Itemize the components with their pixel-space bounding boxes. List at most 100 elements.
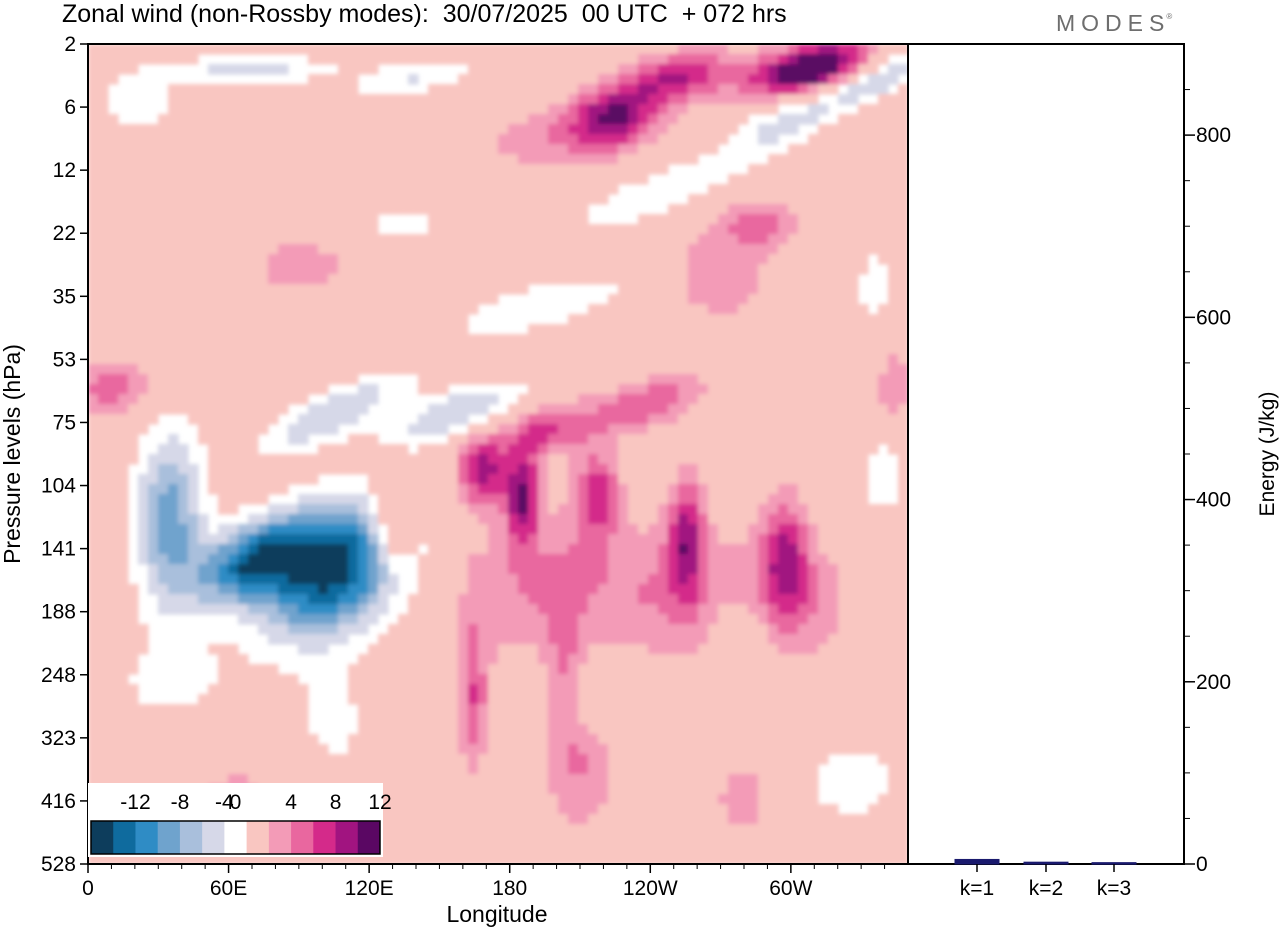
field-cell [468, 124, 479, 135]
field-cell [378, 444, 389, 455]
field-cell [768, 334, 779, 345]
field-cell [158, 234, 169, 245]
field-cell [878, 144, 889, 155]
field-cell [348, 224, 359, 235]
field-cell [648, 464, 659, 475]
field-cell [638, 574, 649, 585]
field-cell [88, 694, 99, 705]
field-cell [448, 704, 459, 715]
field-cell [808, 114, 819, 125]
field-cell [288, 44, 299, 55]
field-cell [778, 664, 789, 675]
field-cell [748, 454, 759, 465]
field-cell [898, 474, 908, 485]
field-cell [848, 74, 859, 85]
field-cell [478, 234, 489, 245]
field-cell [668, 614, 679, 625]
field-cell [178, 484, 189, 495]
field-cell [448, 524, 459, 535]
field-cell [138, 214, 149, 225]
field-cell [868, 664, 879, 675]
field-cell [548, 434, 559, 445]
field-cell [458, 134, 469, 145]
field-cell [138, 134, 149, 145]
field-cell [588, 654, 599, 665]
field-cell [388, 484, 399, 495]
field-cell [278, 204, 289, 215]
field-cell [248, 294, 259, 305]
field-cell [598, 524, 609, 535]
field-cell [248, 604, 259, 615]
field-cell [108, 364, 119, 375]
field-cell [248, 274, 259, 285]
field-cell [428, 54, 439, 65]
field-cell [438, 304, 449, 315]
field-cell [638, 424, 649, 435]
field-cell [818, 224, 829, 235]
field-cell [88, 304, 99, 315]
field-cell [338, 154, 349, 165]
field-cell [368, 154, 379, 165]
field-cell [778, 554, 789, 565]
field-cell [608, 414, 619, 425]
field-cell [178, 544, 189, 555]
field-cell [848, 234, 859, 245]
field-cell [138, 484, 149, 495]
field-cell [328, 534, 339, 545]
field-cell [278, 344, 289, 355]
field-cell [558, 274, 569, 285]
field-cell [588, 704, 599, 715]
field-cell [538, 214, 549, 225]
field-cell [828, 44, 839, 55]
field-cell [388, 714, 399, 725]
field-cell [748, 434, 759, 445]
field-cell [698, 254, 709, 265]
field-cell [298, 324, 309, 335]
field-cell [368, 134, 379, 145]
field-cell [368, 104, 379, 115]
field-cell [798, 354, 809, 365]
field-cell [388, 154, 399, 165]
field-cell [648, 304, 659, 315]
field-cell [868, 344, 879, 355]
field-cell [118, 464, 129, 475]
field-cell [768, 354, 779, 365]
field-cell [248, 694, 259, 705]
field-cell [788, 494, 799, 505]
field-cell [528, 214, 539, 225]
field-cell [398, 344, 409, 355]
field-cell [358, 514, 369, 525]
field-cell [128, 684, 139, 695]
field-cell [438, 224, 449, 235]
field-cell [148, 584, 159, 595]
field-cell [318, 504, 329, 515]
field-cell [388, 704, 399, 715]
field-cell [858, 224, 869, 235]
field-cell [868, 554, 879, 565]
field-cell [358, 274, 369, 285]
field-cell [88, 454, 99, 465]
field-cell [678, 404, 689, 415]
field-cell [218, 644, 229, 655]
field-cell [568, 584, 579, 595]
field-cell [548, 354, 559, 365]
field-cell [318, 84, 329, 95]
field-cell [468, 534, 479, 545]
field-cell [248, 344, 259, 355]
field-cell [578, 224, 589, 235]
field-cell [718, 584, 729, 595]
field-cell [658, 674, 669, 685]
field-cell [438, 114, 449, 125]
field-cell [438, 184, 449, 195]
field-cell [398, 134, 409, 145]
field-cell [528, 544, 539, 555]
field-cell [308, 604, 319, 615]
field-cell [88, 534, 99, 545]
field-cell [298, 154, 309, 165]
field-cell [138, 154, 149, 165]
field-cell [168, 584, 179, 595]
field-cell [338, 174, 349, 185]
field-cell [848, 154, 859, 165]
field-cell [258, 334, 269, 345]
field-cell [518, 94, 529, 105]
